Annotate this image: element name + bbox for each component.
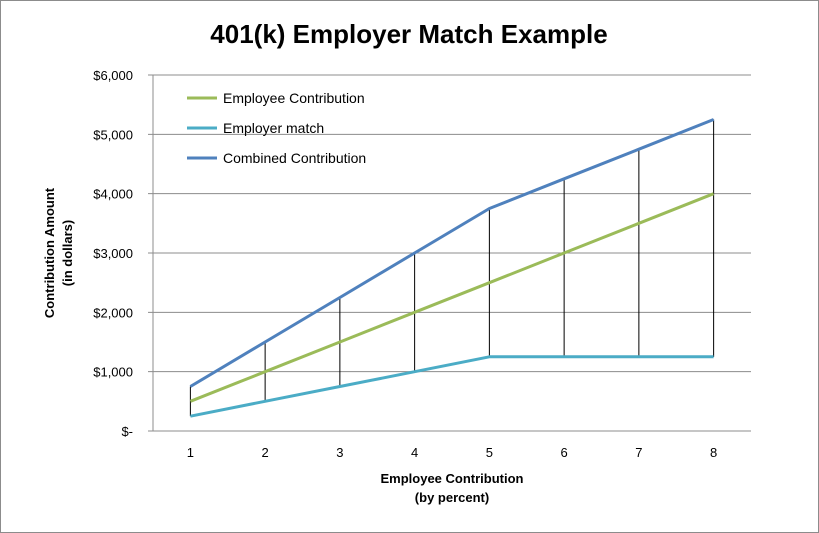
x-axis-label: Employee Contribution xyxy=(381,471,524,486)
y-tick-label: $4,000 xyxy=(93,187,133,202)
axis-labels: Employee Contribution (by percent) Contrib… xyxy=(42,187,524,505)
series-line-employer-match xyxy=(190,355,714,418)
legend-label: Employee Contribution xyxy=(223,90,365,106)
y-axis-label: Contribution Amount xyxy=(42,187,57,318)
y-tick-label: $5,000 xyxy=(93,127,133,142)
x-tick-label: 8 xyxy=(710,445,717,460)
series-lines xyxy=(189,118,715,418)
legend-label: Employer match xyxy=(223,120,324,136)
series-line-employee-contribution xyxy=(189,192,715,403)
x-tick-label: 7 xyxy=(635,445,642,460)
x-tick-label: 6 xyxy=(561,445,568,460)
x-tick-label: 3 xyxy=(336,445,343,460)
y-tick-label: $3,000 xyxy=(93,246,133,261)
series-line-combined-contribution xyxy=(189,118,715,388)
x-axis-label: (by percent) xyxy=(415,490,489,505)
y-axis-label: (in dollars) xyxy=(60,220,75,286)
legend-label: Combined Contribution xyxy=(223,150,366,166)
y-tick-label: $2,000 xyxy=(93,305,133,320)
x-tick-label: 4 xyxy=(411,445,418,460)
gridlines xyxy=(148,74,751,432)
legend: Employee Contribution Employer match Combi… xyxy=(187,90,366,166)
x-tick-label: 2 xyxy=(262,445,269,460)
x-tick-label: 5 xyxy=(486,445,493,460)
x-axis-ticks: 1 2 3 4 5 6 7 8 xyxy=(187,445,717,460)
x-tick-label: 1 xyxy=(187,445,194,460)
y-tick-label: $- xyxy=(121,424,133,439)
y-axis-ticks: $- $1,000 $2,000 $3,000 $4,000 $5,000 $6,000 xyxy=(93,68,133,439)
y-tick-label: $6,000 xyxy=(93,68,133,83)
y-tick-label: $1,000 xyxy=(93,365,133,380)
chart-title: 401(k) Employer Match Example xyxy=(210,19,607,49)
